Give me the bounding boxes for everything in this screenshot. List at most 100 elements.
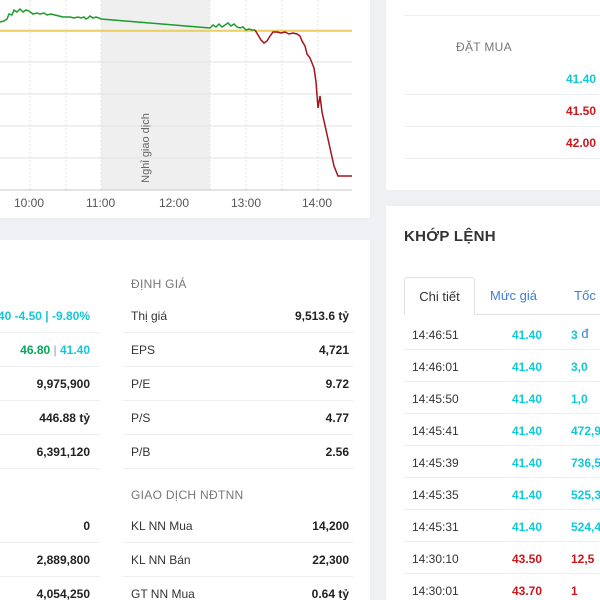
trade-time: 14:45:50 — [412, 392, 459, 406]
trade-row: 14:45:35 41.40 525,3 — [404, 478, 600, 510]
tab-speed[interactable]: Tốc đ — [574, 288, 596, 341]
low-price: 41.40 — [59, 343, 90, 357]
trade-row: 14:46:51 41.40 3 — [404, 318, 600, 350]
valuation-row: EPS 4,721 — [123, 333, 353, 367]
trade-row: 14:45:41 41.40 472,9 — [404, 414, 600, 446]
stat-value: 446.88 tỷ — [39, 411, 90, 425]
price-line-green — [0, 7, 255, 31]
trade-time: 14:45:35 — [412, 488, 459, 502]
foreign-trading-section-title: GIAO DỊCH NĐTNN — [131, 488, 244, 502]
stat-value: 4.77 — [325, 411, 349, 425]
trade-price: 41.40 — [512, 456, 543, 470]
stat-label: KL NN Bán — [131, 553, 191, 567]
price-change-row: 40 -4.50 | -9.80% — [0, 299, 100, 333]
high-low-row: 46.80 | 41.40 — [0, 333, 100, 367]
bid-price: 42.00 — [566, 136, 597, 150]
trade-time: 14:45:39 — [412, 456, 459, 470]
matched-orders-panel: KHỚP LỆNH Chi tiết Mức giá Tốc đ 14:46:5… — [386, 206, 600, 600]
stat-value: 9,513.6 tỷ — [294, 309, 349, 323]
high-price: 46.80 — [20, 343, 51, 357]
order-book-panel: ĐẶT MUA 41.40 41.50 42.00 — [386, 0, 600, 190]
trade-time: 14:45:41 — [412, 424, 459, 438]
trading-break-band — [101, 0, 210, 190]
foreign-trading-row: KL NN Mua 14,200 — [123, 509, 353, 543]
stat-value: 9.72 — [325, 377, 349, 391]
order-book-row: 41.50 — [404, 95, 600, 127]
stat-label: P/E — [131, 377, 151, 391]
price-change-value: 40 -4.50 | -9.80% — [0, 309, 90, 323]
valuation-row: Thị giá 9,513.6 tỷ — [123, 299, 353, 333]
stat-value: 0.64 tỷ — [311, 587, 349, 600]
high-low-value: 46.80 | 41.40 — [20, 343, 90, 357]
stat-label: EPS — [131, 343, 156, 357]
stat-value: 2.56 — [325, 445, 349, 459]
x-tick-label: 10:00 — [14, 196, 45, 210]
trading-break-label: Nghỉ giao dịch — [140, 113, 152, 183]
tab-bar-divider — [404, 314, 600, 315]
valuation-section-title: ĐỊNH GIÁ — [131, 277, 187, 291]
trade-row: 14:30:10 43.50 12,5 — [404, 542, 600, 574]
stat-row: 9,975,900 — [0, 367, 100, 401]
trade-time: 14:46:01 — [412, 360, 459, 374]
trade-volume: 12,5 — [571, 552, 595, 566]
bid-price: 41.50 — [566, 104, 597, 118]
tab-price-level[interactable]: Mức giá — [490, 288, 537, 303]
bid-column-header: ĐẶT MUA — [456, 40, 512, 54]
trade-volume: 3 — [571, 328, 578, 342]
stat-value: 4,054,250 — [36, 587, 90, 600]
trade-time: 14:30:10 — [412, 552, 459, 566]
foreign-trading-row: GT NN Mua 0.64 tỷ — [123, 577, 353, 600]
stat-label: GT NN Mua — [131, 587, 195, 600]
x-tick-label: 12:00 — [159, 196, 190, 210]
high-low-separator: | — [50, 343, 60, 357]
x-tick-label: 11:00 — [86, 196, 116, 210]
stat-row: 4,054,250 — [0, 577, 100, 600]
trade-time: 14:46:51 — [412, 328, 459, 342]
foreign-trading-row: KL NN Bán 22,300 — [123, 543, 353, 577]
intraday-chart-panel: Nghỉ giao dịch 10:00 11:00 12:00 13:00 1… — [0, 0, 370, 218]
trade-price: 41.40 — [512, 328, 543, 342]
stat-value: 0 — [83, 519, 90, 533]
stat-label: P/S — [131, 411, 151, 425]
tab-detail[interactable]: Chi tiết — [404, 277, 475, 315]
trade-volume: 525,3 — [571, 488, 600, 502]
trade-price: 41.40 — [512, 488, 543, 502]
trade-price: 41.40 — [512, 392, 543, 406]
stat-value: 14,200 — [312, 519, 349, 533]
trade-volume: 3,0 — [571, 360, 588, 374]
stat-row: 2,889,800 — [0, 543, 100, 577]
chart-gridlines — [0, 29, 352, 159]
trade-volume: 1,0 — [571, 392, 588, 406]
trade-volume: 1 — [571, 584, 578, 598]
trade-row: 14:45:31 41.40 524,4 — [404, 510, 600, 542]
trade-price: 43.50 — [512, 552, 543, 566]
trade-time: 14:30:01 — [412, 584, 459, 598]
trade-row: 14:46:01 41.40 3,0 — [404, 350, 600, 382]
order-book-row: 41.40 — [404, 63, 600, 95]
intraday-price-chart — [0, 0, 352, 191]
stat-value: 22,300 — [312, 553, 349, 567]
x-tick-label: 14:00 — [302, 196, 333, 210]
stat-row: 6,391,120 — [0, 435, 100, 469]
stat-row: 0 — [0, 509, 100, 543]
trade-row: 14:45:39 41.40 736,5 — [404, 446, 600, 478]
x-tick-label: 13:00 — [231, 196, 262, 210]
stat-label: KL NN Mua — [131, 519, 193, 533]
trade-price: 41.40 — [512, 520, 543, 534]
price-line-red — [254, 29, 352, 177]
matched-orders-title: KHỚP LỆNH — [404, 228, 496, 245]
bid-price: 41.40 — [566, 72, 597, 86]
trade-price: 41.40 — [512, 360, 543, 374]
order-book-row — [404, 0, 600, 16]
stat-value: 9,975,900 — [36, 377, 90, 391]
trade-volume: 524,4 — [571, 520, 600, 534]
stat-label: P/B — [131, 445, 151, 459]
trade-time: 14:45:31 — [412, 520, 459, 534]
order-book-row: 42.00 — [404, 127, 600, 159]
trade-price: 41.40 — [512, 424, 543, 438]
stat-value: 2,889,800 — [36, 553, 90, 567]
stat-value: 4,721 — [318, 343, 349, 357]
trade-row: 14:30:01 43.70 1 — [404, 574, 600, 600]
stock-stats-panel: 40 -4.50 | -9.80% 46.80 | 41.40 9,975,90… — [0, 240, 370, 600]
valuation-row: P/B 2.56 — [123, 435, 353, 469]
